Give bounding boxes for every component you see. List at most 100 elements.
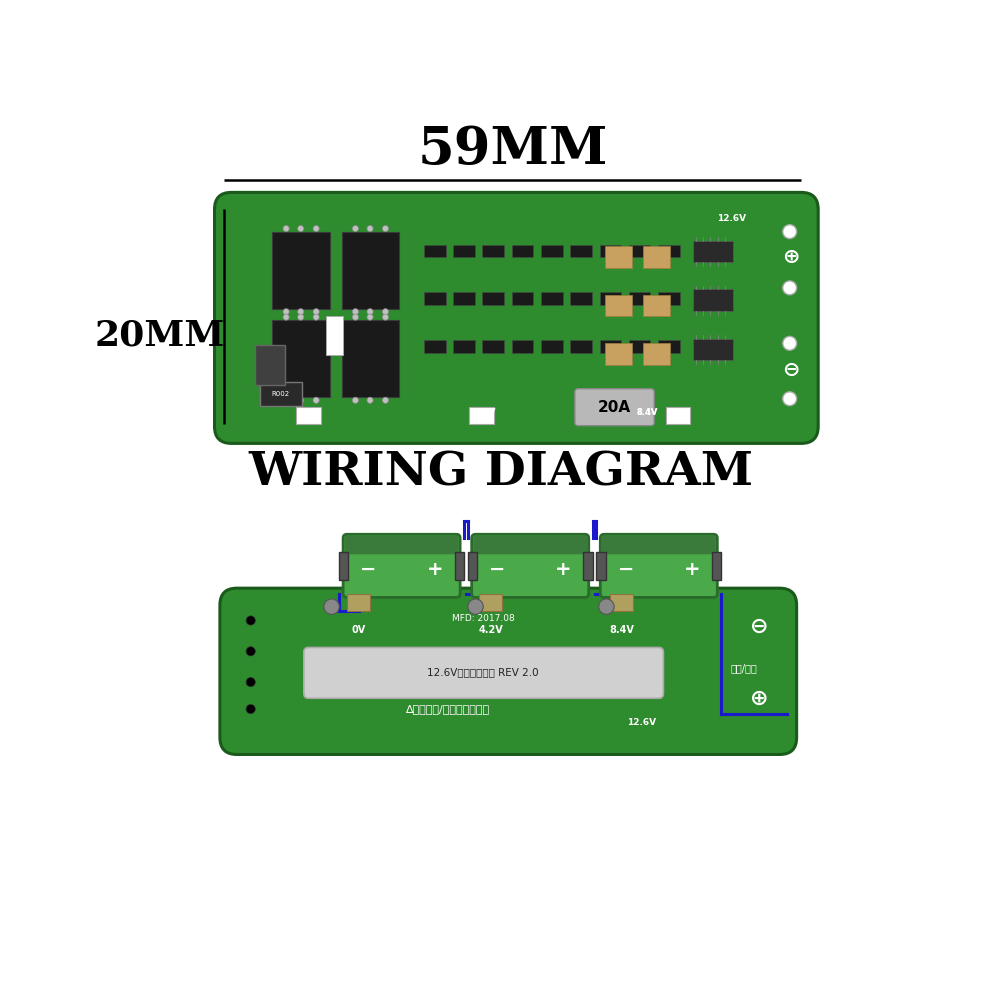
Bar bbox=[605, 343, 632, 365]
Bar bbox=[339, 552, 348, 580]
Bar bbox=[482, 292, 504, 305]
Bar bbox=[570, 292, 592, 305]
Bar bbox=[610, 594, 633, 611]
Text: −: − bbox=[618, 560, 634, 579]
Text: 20MM: 20MM bbox=[95, 319, 225, 353]
Bar bbox=[455, 552, 464, 580]
FancyBboxPatch shape bbox=[602, 536, 716, 554]
Bar bbox=[629, 292, 650, 305]
Circle shape bbox=[283, 397, 289, 403]
Bar bbox=[479, 594, 502, 611]
Circle shape bbox=[298, 397, 304, 403]
Text: ⊖: ⊖ bbox=[750, 617, 768, 637]
Bar bbox=[342, 232, 399, 309]
Text: 4.2V: 4.2V bbox=[479, 625, 503, 635]
Circle shape bbox=[367, 225, 373, 232]
Bar bbox=[693, 289, 733, 311]
Bar bbox=[512, 292, 533, 305]
Bar bbox=[600, 292, 621, 305]
Bar bbox=[600, 340, 621, 353]
Text: 59MM: 59MM bbox=[417, 124, 608, 175]
Bar bbox=[512, 245, 533, 257]
Bar bbox=[512, 340, 533, 353]
Bar bbox=[605, 246, 632, 268]
Text: −: − bbox=[360, 560, 377, 579]
Circle shape bbox=[313, 314, 319, 320]
Circle shape bbox=[246, 704, 255, 714]
Text: 8.4V: 8.4V bbox=[637, 408, 658, 417]
Circle shape bbox=[313, 309, 319, 315]
Circle shape bbox=[382, 309, 389, 315]
Text: 4.2V: 4.2V bbox=[475, 408, 496, 417]
Circle shape bbox=[298, 309, 304, 315]
Bar bbox=[296, 407, 321, 424]
Circle shape bbox=[352, 397, 358, 403]
Bar bbox=[255, 345, 285, 385]
Text: R002: R002 bbox=[272, 391, 290, 397]
Text: 20A: 20A bbox=[598, 400, 631, 415]
Bar bbox=[693, 339, 733, 360]
Text: +: + bbox=[684, 560, 700, 579]
Circle shape bbox=[783, 392, 797, 406]
Circle shape bbox=[283, 314, 289, 320]
Text: +: + bbox=[426, 560, 443, 579]
Circle shape bbox=[783, 281, 797, 295]
Bar bbox=[643, 295, 670, 316]
Bar bbox=[541, 340, 563, 353]
Bar bbox=[666, 407, 690, 424]
FancyBboxPatch shape bbox=[473, 536, 587, 554]
Text: 8.4V: 8.4V bbox=[637, 408, 658, 417]
Text: MFD: 2017.08: MFD: 2017.08 bbox=[452, 614, 515, 623]
Bar bbox=[424, 340, 446, 353]
FancyBboxPatch shape bbox=[575, 389, 654, 426]
Circle shape bbox=[599, 599, 614, 614]
Circle shape bbox=[283, 309, 289, 315]
Circle shape bbox=[298, 314, 304, 320]
Bar bbox=[342, 320, 399, 397]
Bar bbox=[643, 246, 670, 268]
Circle shape bbox=[313, 397, 319, 403]
Bar bbox=[693, 241, 733, 262]
Bar bbox=[629, 245, 650, 257]
FancyBboxPatch shape bbox=[345, 536, 459, 554]
Bar bbox=[424, 292, 446, 305]
Text: 12.6V锂电池保护板 REV 2.0: 12.6V锂电池保护板 REV 2.0 bbox=[427, 667, 539, 677]
Circle shape bbox=[382, 397, 389, 403]
Bar bbox=[596, 552, 606, 580]
FancyBboxPatch shape bbox=[343, 534, 460, 597]
Circle shape bbox=[298, 225, 304, 232]
Bar bbox=[658, 340, 680, 353]
Bar bbox=[272, 320, 330, 397]
Text: −: − bbox=[489, 560, 505, 579]
FancyBboxPatch shape bbox=[215, 192, 818, 443]
Bar bbox=[570, 245, 592, 257]
Bar bbox=[260, 382, 302, 406]
Circle shape bbox=[283, 225, 289, 232]
Circle shape bbox=[313, 225, 319, 232]
Circle shape bbox=[246, 616, 255, 625]
Text: ⊕: ⊕ bbox=[782, 247, 800, 267]
Bar bbox=[643, 343, 670, 365]
Circle shape bbox=[352, 309, 358, 315]
Circle shape bbox=[246, 647, 255, 656]
Circle shape bbox=[382, 225, 389, 232]
Circle shape bbox=[783, 225, 797, 239]
Bar bbox=[482, 340, 504, 353]
Bar bbox=[712, 552, 721, 580]
Bar bbox=[272, 232, 330, 309]
Bar bbox=[658, 292, 680, 305]
Bar bbox=[482, 245, 504, 257]
Text: 12.6V: 12.6V bbox=[717, 214, 747, 223]
Bar bbox=[658, 245, 680, 257]
Bar bbox=[605, 295, 632, 316]
Bar bbox=[326, 316, 343, 355]
Text: 0V: 0V bbox=[351, 625, 366, 635]
Circle shape bbox=[324, 599, 339, 614]
Bar bbox=[541, 292, 563, 305]
FancyBboxPatch shape bbox=[220, 588, 797, 754]
FancyBboxPatch shape bbox=[472, 534, 589, 597]
Bar bbox=[600, 245, 621, 257]
Bar bbox=[347, 594, 370, 611]
Text: ⊖: ⊖ bbox=[782, 360, 800, 380]
Bar bbox=[469, 407, 494, 424]
